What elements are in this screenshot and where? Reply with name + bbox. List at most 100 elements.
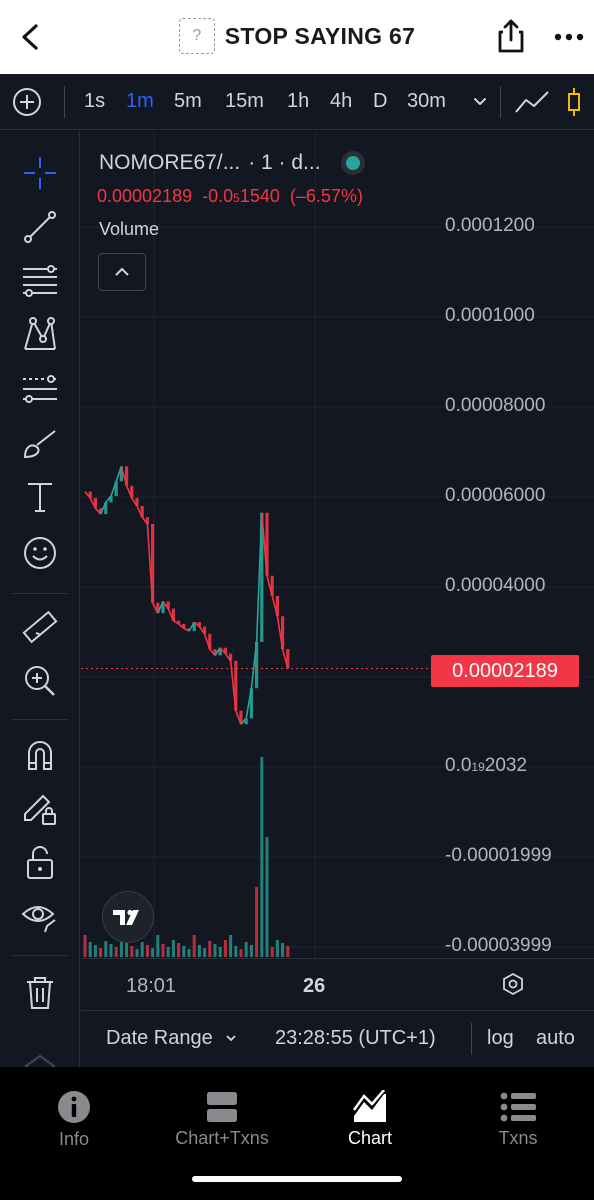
tab-txns[interactable]: Txns [444, 1089, 592, 1149]
interval-1h[interactable]: 1h [287, 90, 310, 112]
price-axis-label: -0.00003999 [445, 935, 552, 956]
list-icon [500, 1092, 536, 1121]
volume-bar [83, 935, 87, 957]
price-candle [275, 596, 279, 617]
add-indicator-icon[interactable] [12, 87, 42, 117]
measure-tool[interactable] [18, 607, 62, 647]
auto-scale-toggle[interactable]: auto [536, 1027, 575, 1049]
price-candle [270, 575, 274, 596]
price-candle [156, 602, 160, 614]
volume-bar [208, 941, 212, 957]
log-scale-toggle[interactable]: log [487, 1027, 514, 1049]
volume-bar [114, 947, 118, 957]
pencil-lock-icon [24, 794, 56, 825]
collapse-studies-button[interactable] [98, 253, 146, 291]
price-candle [93, 497, 97, 509]
price-candle [140, 506, 144, 518]
price-candle [229, 653, 233, 661]
bottom-tab-bar: Info Chart+Txns Chart Txns [0, 1067, 594, 1200]
pattern-tool[interactable] [18, 315, 62, 355]
interval-5m[interactable]: 5m [174, 90, 202, 112]
chart-icon [352, 1089, 386, 1122]
price-readout: 0.00002189 -0.051540 (–6.57%) [97, 186, 363, 207]
split-view-icon [207, 1091, 237, 1122]
price-candle [255, 641, 259, 689]
lock-drawings-tool[interactable] [18, 789, 62, 829]
price-candle [286, 649, 290, 669]
price-candle [161, 601, 165, 614]
share-icon[interactable] [494, 18, 528, 54]
volume-bar [218, 947, 222, 957]
market-status-icon [340, 151, 365, 175]
volume-bar [88, 942, 92, 957]
delete-tool[interactable] [18, 973, 62, 1013]
price-axis-label: -0.00001999 [445, 845, 552, 866]
lock-tool[interactable] [18, 843, 62, 883]
interval-30m[interactable]: 30m [407, 90, 446, 112]
more-tools[interactable] [18, 1037, 62, 1077]
candlestick-chart-type-icon[interactable] [564, 86, 594, 118]
symbol-name[interactable]: NOMORE67/... [99, 151, 241, 174]
tab-chart-txns[interactable]: Chart+Txns [148, 1089, 296, 1149]
interval-1m[interactable]: 1m [126, 90, 154, 112]
price-candle [244, 718, 248, 725]
tradingview-logo-icon [113, 909, 139, 925]
more-options-icon[interactable] [552, 24, 586, 50]
interval-4h[interactable]: 4h [330, 90, 353, 112]
line-chart-type-icon[interactable] [514, 88, 550, 116]
eye-icon [21, 906, 56, 933]
zoom-tool[interactable] [18, 661, 62, 701]
time-axis[interactable]: 18:01 26 [81, 958, 594, 1010]
price-candle [114, 481, 118, 497]
price-candle [265, 512, 269, 576]
tradingview-logo[interactable] [102, 891, 154, 943]
magnet-tool[interactable] [18, 735, 62, 775]
volume-bar [203, 948, 207, 957]
interval-toolbar: 1s 1m 5m 15m 1h 4h D 30m [0, 74, 594, 130]
interval-1s[interactable]: 1s [84, 90, 106, 112]
volume-bar [286, 946, 290, 957]
chart-canvas[interactable] [81, 131, 594, 958]
chevron-down-icon[interactable] [470, 92, 490, 112]
fib-retracement-tool[interactable] [18, 261, 62, 301]
tab-info[interactable]: Info [0, 1089, 148, 1149]
interval-15m[interactable]: 15m [225, 90, 264, 112]
volume-bar [125, 943, 129, 957]
price-candle [260, 512, 264, 642]
volume-study-label[interactable]: Volume [99, 219, 160, 239]
volume-bar [119, 935, 123, 957]
price-change-percent: (–6.57%) [289, 186, 363, 206]
back-arrow-icon[interactable] [14, 20, 48, 54]
price-candle [119, 466, 123, 482]
visibility-tool[interactable] [18, 897, 62, 937]
chart-settings-icon[interactable] [501, 972, 525, 996]
current-price: 0.00002189 [97, 186, 193, 206]
price-candle [135, 497, 139, 506]
emoji-tool[interactable] [18, 533, 62, 573]
price-candle [218, 647, 222, 656]
volume-bar [229, 935, 233, 957]
price-candle [182, 623, 186, 629]
volume-bar [249, 945, 253, 957]
date-range-button[interactable]: Date Range [106, 1027, 238, 1050]
tools-divider [12, 719, 68, 720]
price-axis-label: 0.0001000 [445, 305, 535, 326]
volume-bar [234, 946, 238, 957]
tab-chart[interactable]: Chart [296, 1089, 444, 1149]
prediction-tool[interactable] [18, 369, 62, 409]
brush-tool[interactable] [18, 423, 62, 463]
price-candle [197, 622, 201, 627]
tools-divider [12, 955, 68, 956]
trend-line-tool[interactable] [18, 207, 62, 247]
price-candle [223, 647, 227, 654]
price-axis-label: 0.0001200 [445, 215, 535, 236]
volume-bar [161, 944, 165, 957]
volume-bar [275, 940, 279, 957]
volume-bar [187, 949, 191, 957]
clock-readout[interactable]: 23:28:55 (UTC+1) [275, 1027, 436, 1049]
crosshair-tool[interactable] [18, 153, 62, 193]
price-chart[interactable]: NOMORE67/... · 1 · d... 0.00002189 -0.05… [81, 131, 594, 958]
interval-d[interactable]: D [373, 90, 388, 112]
text-tool[interactable] [18, 477, 62, 517]
price-candle [166, 601, 170, 609]
